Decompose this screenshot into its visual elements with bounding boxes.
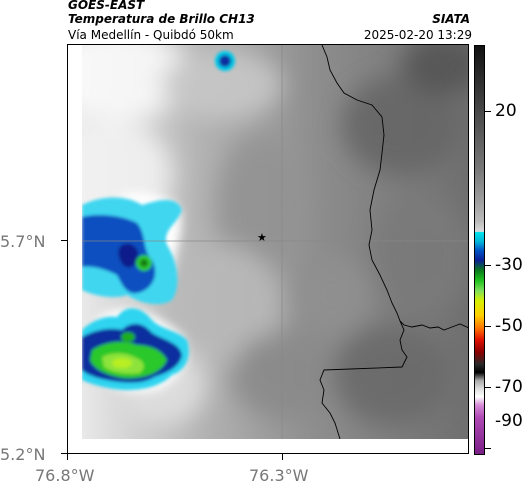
colorbar-tick <box>485 265 491 266</box>
y-label-bottom: 5.2°N <box>0 445 46 464</box>
y-tick-5.2 <box>61 453 67 454</box>
agency-label: SIATA <box>432 12 470 26</box>
satellite-title: GOES-EAST <box>68 0 145 12</box>
colorbar-label: -90 <box>495 411 523 431</box>
star-icon: ★ <box>257 231 267 244</box>
satellite-image <box>82 45 469 439</box>
colorbar-tick <box>485 448 491 449</box>
colorbar-label: -50 <box>495 316 523 336</box>
colorbar-label: -70 <box>495 377 523 397</box>
x-label-left: 76.8°W <box>35 466 95 485</box>
x-label-right: 76.3°W <box>249 466 309 485</box>
colorbar-tick <box>485 387 491 388</box>
y-label-top: 5.7°N <box>0 232 46 251</box>
colorbar-label: -30 <box>495 255 523 275</box>
colorbar-tick <box>485 326 491 327</box>
y-tick-5.7 <box>61 240 67 241</box>
x-tick-76.3 <box>282 454 283 460</box>
x-tick-76.8 <box>67 454 68 460</box>
colorbar-label: 20 <box>495 101 517 121</box>
region-label: Vía Medellín - Quibdó 50km <box>68 28 234 42</box>
colorbar <box>474 45 485 455</box>
product-title: Temperatura de Brillo CH13 <box>68 12 255 26</box>
datetime-label: 2025-02-20 13:29 <box>363 28 472 42</box>
colorbar-tick <box>485 111 491 112</box>
